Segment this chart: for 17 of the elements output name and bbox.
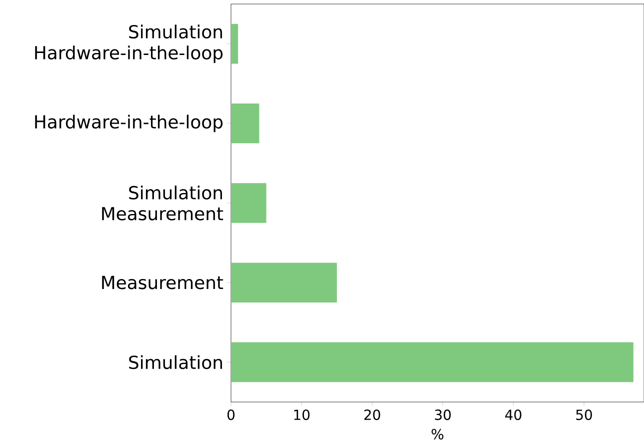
x-tick-label: 10 — [294, 410, 310, 420]
x-tick-label: 0 — [227, 410, 235, 420]
bar — [230, 262, 337, 302]
y-tick-label: Simulation Measurement — [102, 186, 224, 220]
y-tick-label: Hardware-in-the-loop — [35, 114, 223, 132]
x-tick-label: 50 — [576, 410, 592, 420]
x-tick-label: 40 — [505, 410, 522, 420]
bar — [230, 342, 634, 382]
bar — [230, 104, 260, 144]
bar — [230, 183, 266, 223]
x-tick-label: 30 — [434, 410, 451, 420]
bar — [230, 24, 238, 64]
x-axis-title: % — [432, 428, 444, 440]
y-tick-label: Measurement — [102, 276, 224, 290]
y-tick-label: Simulation Hardware-in-the-loop — [35, 24, 223, 63]
y-tick-label: Simulation — [129, 355, 222, 370]
x-tick-label: 20 — [364, 410, 380, 420]
